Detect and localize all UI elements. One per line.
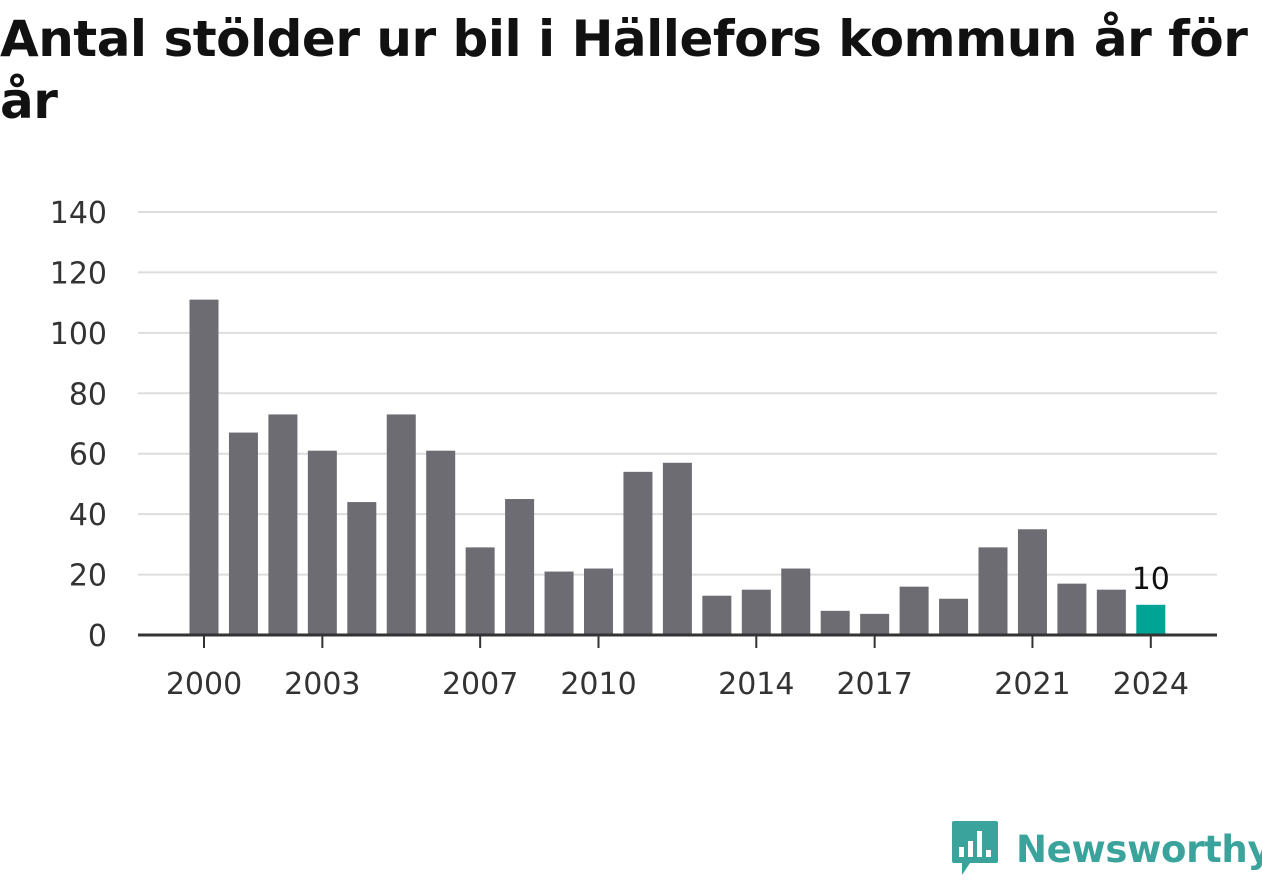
bar-2000: [189, 299, 219, 635]
x-tick-label: 2017: [836, 667, 912, 702]
bar-2003: [307, 450, 337, 635]
x-tick-label: 2014: [718, 667, 794, 702]
x-tick-label: 2021: [994, 667, 1070, 702]
bar-2018: [899, 586, 929, 635]
bar-2006: [426, 450, 456, 635]
bar-2008: [505, 499, 535, 635]
brand-name: Newsworthy: [1016, 827, 1262, 871]
bar-2005: [386, 414, 416, 635]
bar-2001: [228, 432, 258, 635]
y-tick-label: 100: [50, 317, 107, 352]
y-tick-label: 40: [69, 498, 107, 533]
x-tick-label: 2000: [166, 667, 242, 702]
bar-2020: [978, 547, 1008, 635]
bar-2010: [584, 568, 613, 635]
y-tick-label: 80: [69, 377, 107, 412]
bar-2013: [702, 595, 732, 635]
bar-2024: [1136, 604, 1166, 635]
bar-2014: [741, 589, 771, 635]
data-label-highlight: 10: [1132, 562, 1170, 597]
bars: [189, 299, 1166, 635]
bar-2007: [465, 547, 495, 635]
bar-2017: [860, 613, 890, 635]
y-tick-label: 20: [69, 559, 107, 594]
bar-2004: [347, 502, 377, 635]
bar-2012: [662, 462, 692, 635]
bar-2021: [1017, 529, 1047, 635]
y-axis-ticks: 0 20 40 60 80 100 120 140: [50, 196, 107, 654]
x-axis-ticks: 2000 2003 2007 2010 2014 2017 2021 2024: [166, 635, 1189, 702]
bar-2015: [781, 568, 811, 635]
y-tick-label: 140: [50, 196, 107, 231]
bar-2016: [820, 610, 850, 635]
y-tick-label: 120: [50, 256, 107, 291]
newsworthy-logo-icon: [952, 821, 998, 875]
data-labels: 10: [1132, 562, 1170, 597]
chart-title: Antal stölder ur bil i Hällefors kommun …: [0, 10, 1248, 130]
bar-2011: [623, 471, 653, 635]
y-tick-label: 60: [69, 438, 107, 473]
x-tick-label: 2024: [1113, 667, 1189, 702]
bar-2002: [268, 414, 298, 635]
bar-2019: [939, 598, 969, 635]
bar-2023: [1096, 589, 1126, 635]
x-tick-label: 2007: [442, 667, 518, 702]
x-tick-label: 2010: [560, 667, 636, 702]
bar-2009: [544, 571, 574, 635]
brand-logo: Newsworthy: [950, 818, 1262, 880]
x-tick-label: 2003: [284, 667, 360, 702]
y-tick-label: 0: [88, 619, 107, 654]
bar-2022: [1057, 583, 1087, 635]
